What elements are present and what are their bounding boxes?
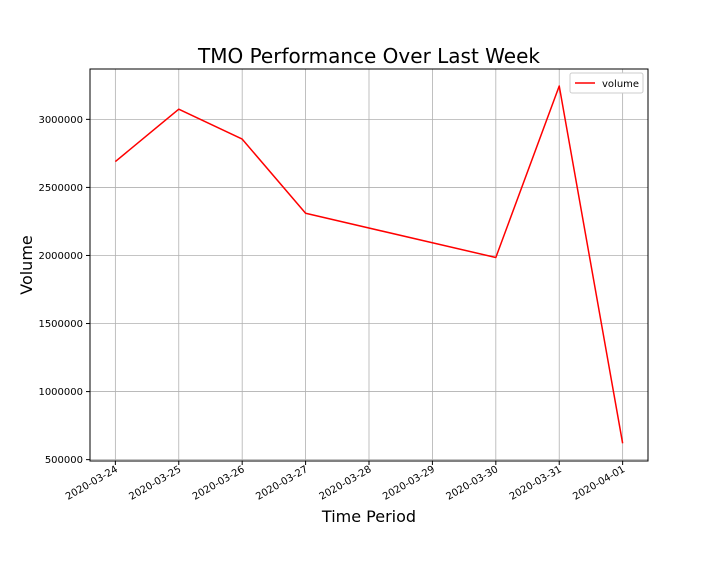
series-layer — [114, 85, 624, 444]
chart-title: TMO Performance Over Last Week — [197, 44, 540, 68]
x-tick-label: 2020-03-26 — [191, 464, 247, 503]
legend-label-volume: volume — [602, 79, 639, 90]
legend-box — [569, 72, 644, 94]
legend: volume — [569, 72, 644, 94]
y-tick-label: 3000000 — [38, 115, 83, 126]
x-tick-label: 2020-03-31 — [508, 464, 564, 503]
y-tick-label: 1500000 — [38, 319, 83, 330]
x-tick-label: 2020-03-29 — [381, 464, 437, 503]
x-tick-label: 2020-04-01 — [571, 464, 627, 503]
y-axis: 500000 1000000 1500000 2000000 2500000 300000… — [38, 115, 90, 466]
x-tick-label: 2020-03-30 — [444, 464, 500, 503]
y-tick-label: 2500000 — [38, 183, 83, 194]
x-tick-label: 2020-03-25 — [127, 464, 183, 503]
y-axis-label: Volume — [17, 235, 36, 295]
x-axis: 2020-03-24 2020-03-25 2020-03-26 2020-03-27… — [64, 461, 627, 503]
x-tick-label: 2020-03-24 — [64, 464, 120, 503]
x-tick-label: 2020-03-27 — [254, 464, 310, 503]
y-tick-label: 1000000 — [38, 387, 83, 398]
x-tick-label: 2020-03-28 — [318, 464, 374, 503]
y-tick-label: 500000 — [45, 455, 83, 466]
grid — [90, 69, 648, 461]
y-tick-label: 2000000 — [38, 251, 83, 262]
x-axis-label: Time Period — [321, 507, 416, 526]
